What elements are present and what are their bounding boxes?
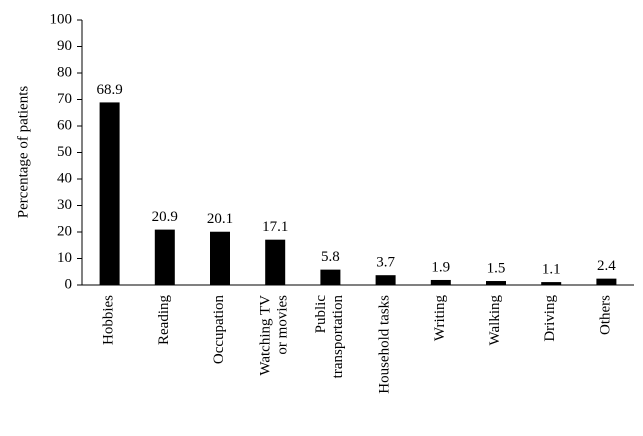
y-tick-label: 50 bbox=[57, 144, 72, 160]
bar bbox=[99, 102, 120, 285]
value-label: 2.4 bbox=[597, 258, 616, 274]
x-tick-label: Occupation bbox=[211, 295, 227, 365]
x-tick-label: Walking bbox=[487, 295, 503, 346]
x-tick-label: Watching TVor movies bbox=[258, 295, 291, 376]
value-label: 17.1 bbox=[262, 219, 288, 235]
y-tick-label: 30 bbox=[57, 197, 72, 213]
x-tick-label: Others bbox=[598, 295, 614, 335]
y-tick-label: 90 bbox=[57, 38, 72, 54]
value-label: 1.9 bbox=[431, 259, 450, 275]
y-tick-label: 100 bbox=[50, 11, 73, 27]
y-tick-label: 10 bbox=[57, 250, 72, 266]
bar bbox=[265, 239, 286, 285]
value-label: 20.9 bbox=[152, 209, 178, 225]
x-tick-label: Writing bbox=[432, 295, 448, 342]
bar bbox=[541, 282, 562, 285]
bar bbox=[320, 269, 341, 285]
bar bbox=[210, 231, 230, 285]
x-tick-label: Household tasks bbox=[377, 295, 393, 394]
y-tick-label: 0 bbox=[65, 276, 73, 292]
y-axis-title: Percentage of patients bbox=[15, 86, 31, 219]
value-label: 1.1 bbox=[542, 262, 561, 278]
value-label: 68.9 bbox=[96, 82, 122, 98]
y-tick-label: 20 bbox=[57, 223, 72, 239]
bar bbox=[154, 229, 175, 285]
y-tick-label: 40 bbox=[57, 170, 72, 186]
x-tick-label: Hobbies bbox=[101, 295, 117, 345]
y-tick-label: 60 bbox=[57, 117, 72, 133]
x-tick-label: Publictransportation bbox=[313, 295, 346, 379]
x-tick-label: Driving bbox=[543, 295, 559, 342]
y-tick-label: 70 bbox=[57, 91, 72, 107]
bar bbox=[486, 281, 506, 285]
y-tick-label: 80 bbox=[57, 64, 72, 80]
bar bbox=[430, 279, 451, 285]
value-label: 20.1 bbox=[207, 211, 233, 227]
bar bbox=[596, 278, 617, 285]
value-label: 3.7 bbox=[376, 255, 395, 271]
bar bbox=[375, 275, 396, 285]
value-label: 5.8 bbox=[321, 249, 340, 265]
x-tick-label: Reading bbox=[156, 295, 172, 345]
value-label: 1.5 bbox=[487, 260, 506, 276]
